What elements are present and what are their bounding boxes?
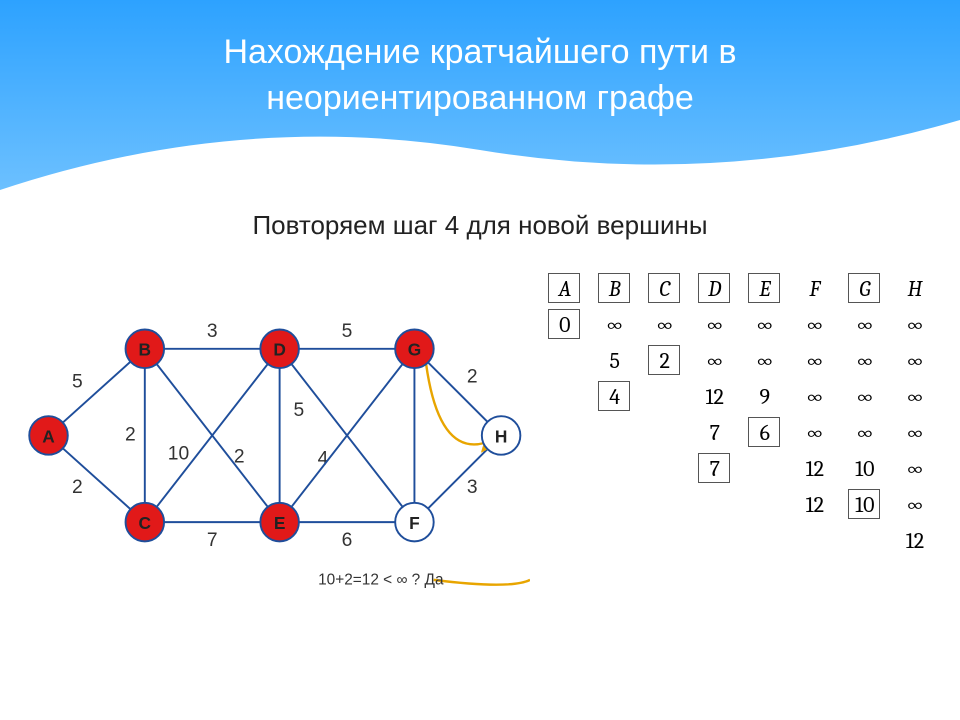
content-area: 52231027554623ABCDEGFH10+2=12 < ∞ ? Да A…	[0, 291, 960, 611]
col-header: G	[840, 271, 890, 307]
table-cell: 7	[690, 451, 740, 487]
table-cell: 6	[740, 415, 790, 451]
node-label-G: G	[408, 340, 421, 360]
table-cell: 12	[790, 487, 840, 523]
edge-weight: 10	[168, 444, 189, 465]
table-cell: ∞	[890, 307, 940, 343]
table-cell	[640, 415, 690, 451]
table-cell: ∞	[890, 487, 940, 523]
table-cell: ∞	[890, 415, 940, 451]
callout-arrow	[434, 580, 530, 585]
col-header: H	[890, 271, 940, 307]
table-cell: ∞	[790, 343, 840, 379]
table-cell: ∞	[740, 343, 790, 379]
table-cell: ∞	[590, 307, 640, 343]
table-cell	[590, 415, 640, 451]
table-cell	[640, 451, 690, 487]
edge-weight: 3	[467, 477, 478, 498]
col-header: B	[590, 271, 640, 307]
node-label-E: E	[274, 513, 286, 533]
node-label-A: A	[42, 426, 55, 446]
table-cell	[840, 523, 890, 559]
edge-weight: 2	[72, 477, 83, 498]
slide-title: Нахождение кратчайшего пути в неориентир…	[0, 30, 960, 122]
node-label-F: F	[409, 513, 420, 533]
table-cell	[590, 451, 640, 487]
table-cell: ∞	[840, 343, 890, 379]
title-line2: неориентированном графе	[266, 79, 694, 117]
table-cell	[790, 523, 840, 559]
table-cell	[540, 523, 590, 559]
edge-weight: 7	[207, 530, 218, 551]
table-cell	[740, 451, 790, 487]
table-cell	[590, 487, 640, 523]
table-cell	[540, 343, 590, 379]
col-header: E	[740, 271, 790, 307]
table-cell: 2	[640, 343, 690, 379]
table-cell	[540, 487, 590, 523]
edge-weight: 2	[467, 366, 478, 387]
table-cell: 10	[840, 487, 890, 523]
table-cell	[640, 379, 690, 415]
node-label-D: D	[273, 340, 286, 360]
table-cell: ∞	[740, 307, 790, 343]
table-cell: 5	[590, 343, 640, 379]
edge-weight: 5	[72, 371, 83, 392]
table-cell: ∞	[890, 451, 940, 487]
table-cell: 12	[890, 523, 940, 559]
table-cell	[590, 523, 640, 559]
table-cell: 9	[740, 379, 790, 415]
table-cell	[740, 487, 790, 523]
table-cell: ∞	[840, 379, 890, 415]
table-cell	[640, 487, 690, 523]
col-header: D	[690, 271, 740, 307]
table-cell: ∞	[640, 307, 690, 343]
dijkstra-table: ABCDEFGH0∞∞∞∞∞∞∞52∞∞∞∞∞4129∞∞∞76∞∞∞71210…	[540, 271, 940, 559]
table-cell: ∞	[690, 307, 740, 343]
table-cell: ∞	[790, 379, 840, 415]
table-cell	[740, 523, 790, 559]
table-cell: 7	[690, 415, 740, 451]
table-cell	[690, 487, 740, 523]
table-cell: ∞	[690, 343, 740, 379]
slide-header: Нахождение кратчайшего пути в неориентир…	[0, 0, 960, 190]
edge-weight: 3	[207, 321, 218, 342]
table-cell: ∞	[840, 415, 890, 451]
table-cell: ∞	[790, 307, 840, 343]
edge-weight: 5	[294, 400, 305, 421]
node-label-H: H	[495, 426, 508, 446]
table-cell: 4	[590, 379, 640, 415]
edge-weight: 2	[125, 424, 136, 445]
table-cell: 0	[540, 307, 590, 343]
table-cell	[540, 451, 590, 487]
edge-weight: 2	[234, 446, 245, 467]
col-header: A	[540, 271, 590, 307]
title-line1: Нахождение кратчайшего пути в	[223, 33, 736, 71]
edge-weight: 6	[342, 530, 353, 551]
graph-diagram: 52231027554623ABCDEGFH10+2=12 < ∞ ? Да	[10, 291, 530, 611]
callout-text: 10+2=12 < ∞ ? Да	[318, 572, 444, 589]
table-cell: ∞	[890, 343, 940, 379]
table-cell: 10	[840, 451, 890, 487]
node-label-B: B	[139, 340, 152, 360]
col-header: C	[640, 271, 690, 307]
table-cell: ∞	[890, 379, 940, 415]
table-cell: 12	[690, 379, 740, 415]
table-cell: ∞	[790, 415, 840, 451]
table-cell	[690, 523, 740, 559]
table-cell: ∞	[840, 307, 890, 343]
col-header: F	[790, 271, 840, 307]
slide-subtitle: Повторяем шаг 4 для новой вершины	[0, 210, 960, 241]
table-cell: 12	[790, 451, 840, 487]
table-cell	[540, 415, 590, 451]
node-label-C: C	[139, 513, 152, 533]
edge-weight: 5	[342, 321, 353, 342]
table-cell	[540, 379, 590, 415]
table-cell	[640, 523, 690, 559]
